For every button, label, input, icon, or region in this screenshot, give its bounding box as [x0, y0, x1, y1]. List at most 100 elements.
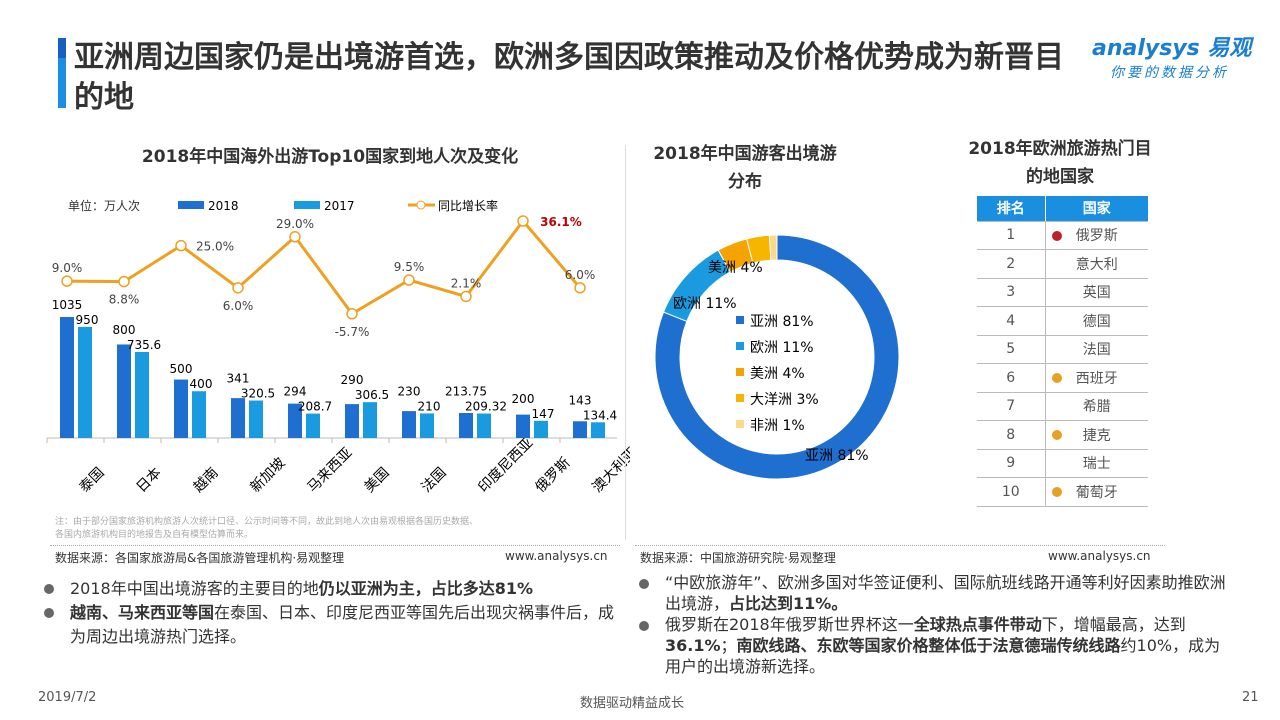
legend-label: 亚洲 81%	[750, 314, 814, 330]
title-accent-bar-top	[58, 38, 66, 58]
category-label: 法国	[419, 465, 450, 496]
growth-point	[460, 290, 472, 303]
rank-cell: 8	[977, 420, 1046, 450]
bold-text: 仍以亚洲为主，占比多达81%	[318, 579, 534, 598]
rank-cell: 9	[977, 449, 1046, 478]
country-cell: 捷克	[1045, 420, 1148, 450]
growth-label: 25.0%	[196, 240, 234, 254]
map-pin-icon	[1051, 487, 1062, 497]
country-cell: 意大利	[1045, 249, 1148, 279]
legend-label: 欧洲 11%	[750, 340, 814, 356]
category-label: 美国	[362, 465, 393, 496]
bold-text: 南欧线路、东欧等国家价格整体低于法意德瑞传统线路	[736, 636, 1121, 655]
legend-label: 2017	[324, 199, 355, 213]
slice-label: 欧洲 11%	[673, 296, 737, 312]
bold-text: 越南、马来西亚等国	[70, 603, 215, 622]
country-cell: 俄罗斯	[1045, 221, 1148, 250]
bar-label-2018: 290	[341, 373, 364, 387]
growth-label: -5.7%	[335, 325, 370, 339]
bar-label-2017: 400	[190, 377, 213, 391]
country-cell: 法国	[1045, 335, 1148, 364]
slice-label: 亚洲 81%	[805, 448, 869, 464]
bar-2018	[117, 344, 131, 438]
bar-label-2018: 294	[284, 385, 307, 399]
bar-label-2018: 800	[113, 323, 136, 337]
table-row: 8 捷克	[977, 420, 1148, 450]
bar-2017	[306, 413, 320, 438]
bullet-item: 2018年中国出境游客的主要目的地仍以亚洲为主，占比多达81%	[40, 577, 620, 601]
table-row: 4 德国	[977, 306, 1148, 336]
bar-2018	[174, 379, 188, 438]
rank-cell: 5	[977, 335, 1046, 364]
country-cell: 希腊	[1045, 392, 1148, 421]
bar-2018	[231, 398, 245, 438]
category-label: 日本	[134, 465, 165, 496]
bullet-item: 俄罗斯在2018年俄罗斯世界杯这一全球热点事件带动下，增幅最高，达到 36.1%；…	[635, 614, 1235, 677]
text: “中欧旅游年”、欧洲多国对华签证便利、国际航班线路开通等利好因素助推欧洲出境游，	[665, 573, 1226, 613]
rank-cell: 4	[977, 306, 1046, 336]
growth-point	[346, 308, 358, 320]
growth-point	[574, 282, 586, 294]
bar-2018	[516, 414, 530, 438]
left-bullets: 2018年中国出境游客的主要目的地仍以亚洲为主，占比多达81% 越南、马来西亚等…	[40, 577, 620, 649]
growth-label: 9.0%	[52, 261, 83, 275]
text: 俄罗斯在2018年俄罗斯世界杯这一	[665, 615, 914, 634]
category-label: 马来西亚	[305, 445, 356, 496]
table-row: 3 英国	[977, 278, 1148, 307]
growth-point	[517, 215, 529, 227]
growth-point	[289, 231, 301, 243]
vertical-divider	[625, 145, 626, 540]
table-row: 1 俄罗斯	[977, 221, 1148, 250]
category-label: 越南	[191, 465, 222, 496]
slice-label: 美洲 4%	[708, 260, 763, 276]
bar-2018	[288, 403, 302, 438]
bar-2017	[363, 402, 377, 438]
header-country: 国家	[1045, 196, 1148, 222]
category-label: 印度尼西亚	[476, 435, 537, 496]
map-pin-icon	[1051, 373, 1062, 383]
table-row: 6 西班牙	[977, 363, 1148, 393]
bar-2017	[249, 400, 263, 438]
bar-label-2017: 209.32	[465, 400, 507, 414]
text: 在泰国、日本、印度尼西亚等国先后出现灾祸事件后，成为周边出境游热门选择。	[70, 603, 615, 646]
bar-2018	[459, 413, 473, 438]
bar-label-2017: 735.6	[127, 338, 161, 352]
bar-2017	[591, 422, 605, 438]
bold-text: 占比达到11%。	[729, 594, 848, 613]
category-label: 澳大利亚	[590, 445, 630, 496]
bar-2017	[135, 352, 149, 438]
legend-label: 同比增长率	[438, 198, 498, 213]
legend-label: 美洲 4%	[750, 366, 805, 382]
bullet-item: “中欧旅游年”、欧洲多国对华签证便利、国际航班线路开通等利好因素助推欧洲出境游，…	[635, 572, 1235, 614]
growth-point	[403, 274, 415, 286]
growth-point	[232, 282, 244, 294]
unit-label: 单位：万人次	[68, 198, 140, 213]
legend-label: 非洲 1%	[750, 418, 805, 434]
bold-text: 全球热点事件带动	[913, 615, 1042, 634]
bar-label-2018: 500	[170, 362, 193, 376]
table-title: 2018年欧洲旅游热门目的地国家	[968, 139, 1152, 187]
donut-slice-非洲	[768, 234, 778, 261]
bar-label-2017: 210	[418, 399, 441, 413]
rank-cell: 2	[977, 249, 1046, 279]
bar-label-2018: 143	[569, 393, 592, 407]
bar-label-2017: 208.7	[298, 400, 332, 414]
right-bullets: “中欧旅游年”、欧洲多国对华签证便利、国际航班线路开通等利好因素助推欧洲出境游，…	[635, 572, 1235, 677]
bar-2017	[534, 420, 548, 438]
page-title: 亚洲周边国家仍是出境游首选，欧洲多国因政策推动及价格优势成为新晋目的地	[74, 40, 1064, 115]
map-pin-icon	[1051, 430, 1062, 440]
footer-slogan: 数据驱动精益成长	[580, 696, 685, 711]
footer-date: 2019/7/2	[38, 690, 97, 705]
category-label: 泰国	[77, 465, 108, 496]
legend-swatch	[736, 368, 744, 376]
bar-2018	[60, 317, 74, 438]
legend-swatch	[736, 342, 744, 350]
growth-label: 9.5%	[394, 260, 425, 274]
rank-cell: 7	[977, 392, 1046, 421]
growth-label: 6.0%	[223, 299, 254, 313]
donut-title: 2018年中国游客出境游分布	[653, 144, 837, 192]
table-row: 2 意大利	[977, 249, 1148, 279]
chart-note: 注：由于部分国家旅游机构旅游人次统计口径、公示时间等不同，故此到地人次由易观根据…	[55, 517, 479, 540]
donut-slice-亚洲	[654, 234, 900, 480]
